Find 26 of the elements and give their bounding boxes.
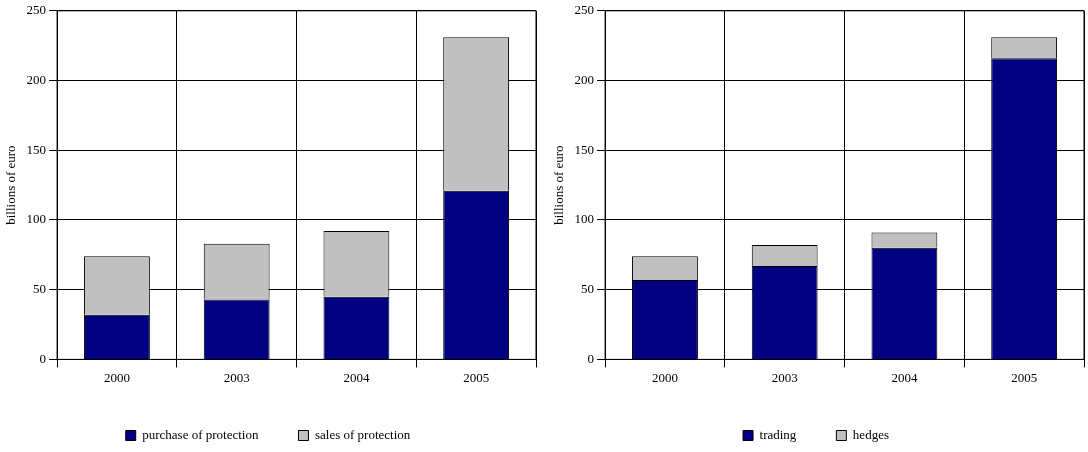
y-tick-label: 150 bbox=[26, 141, 47, 157]
legend-label: purchase of protection bbox=[142, 426, 259, 442]
y-tick-label: 100 bbox=[574, 211, 595, 227]
y-tick-label: 100 bbox=[26, 211, 47, 227]
y-tick-label: 50 bbox=[581, 281, 595, 297]
y-tick-label: 200 bbox=[26, 71, 47, 87]
x-tick-label: 2000 bbox=[651, 369, 678, 385]
x-tick-label: 2004 bbox=[891, 369, 918, 385]
legend-label: sales of protection bbox=[314, 426, 411, 442]
y-axis-title: billions of euro bbox=[551, 145, 567, 225]
y-tick-label: 150 bbox=[574, 141, 595, 157]
x-tick-label: 2003 bbox=[771, 369, 798, 385]
y-tick-label: 0 bbox=[39, 350, 47, 366]
y-tick-label: 250 bbox=[26, 2, 47, 18]
y-tick-label: 250 bbox=[574, 2, 595, 18]
x-tick-label: 2005 bbox=[463, 369, 490, 385]
y-tick-label: 50 bbox=[33, 281, 47, 297]
y-axis-title: billions of euro bbox=[3, 145, 19, 225]
legend-label: trading bbox=[759, 426, 797, 442]
x-tick-label: 2004 bbox=[343, 369, 370, 385]
y-tick-label: 0 bbox=[587, 350, 595, 366]
y-tick-label: 200 bbox=[574, 71, 595, 87]
x-tick-label: 2005 bbox=[1011, 369, 1038, 385]
x-tick-label: 2000 bbox=[103, 369, 130, 385]
x-tick-label: 2003 bbox=[223, 369, 250, 385]
legend-label: hedges bbox=[852, 426, 889, 442]
